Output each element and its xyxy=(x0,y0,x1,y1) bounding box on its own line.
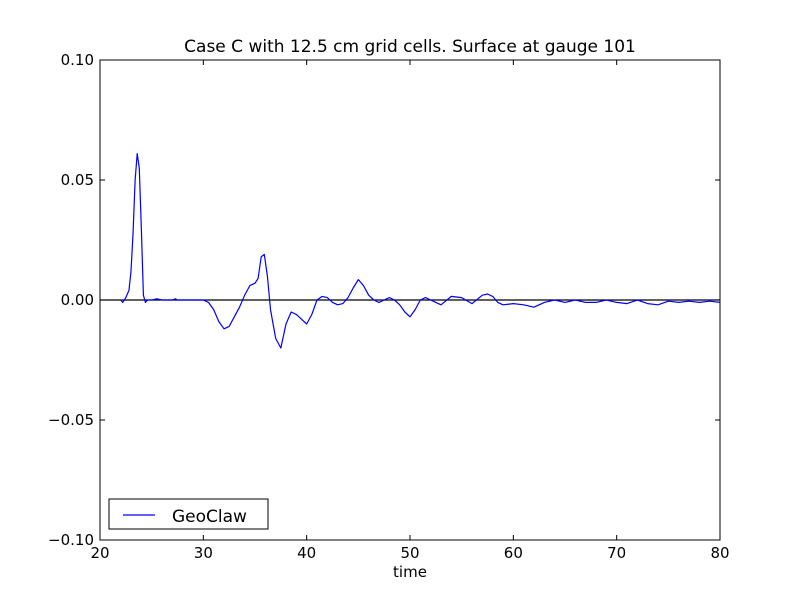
legend-label-geoclaw: GeoClaw xyxy=(172,507,247,527)
y-tick-label: −0.05 xyxy=(48,411,94,429)
y-tick-label: 0.05 xyxy=(61,171,94,189)
legend-box xyxy=(108,498,269,530)
plot-area: 20 30 40 50 60 70 80 −0.10 −0.05 0.00 0.05 0.10 xyxy=(48,51,730,562)
chart-title: Case C with 12.5 cm grid cells. Surface … xyxy=(184,37,636,57)
y-tick-label: −0.10 xyxy=(48,531,94,549)
x-tick-label: 40 xyxy=(297,544,316,562)
x-tick-label: 20 xyxy=(90,544,109,562)
x-tick-label: 30 xyxy=(194,544,213,562)
x-axis-label: time xyxy=(393,563,427,581)
y-tick-label: 0.10 xyxy=(61,51,94,69)
x-tick-label: 80 xyxy=(710,544,729,562)
x-tick-label: 60 xyxy=(504,544,523,562)
legend: GeoClaw xyxy=(108,498,269,530)
series-line-geoclaw xyxy=(120,153,721,349)
x-tick-label: 50 xyxy=(400,544,419,562)
y-tick-label: 0.00 xyxy=(61,291,94,309)
x-tick-label: 70 xyxy=(607,544,626,562)
